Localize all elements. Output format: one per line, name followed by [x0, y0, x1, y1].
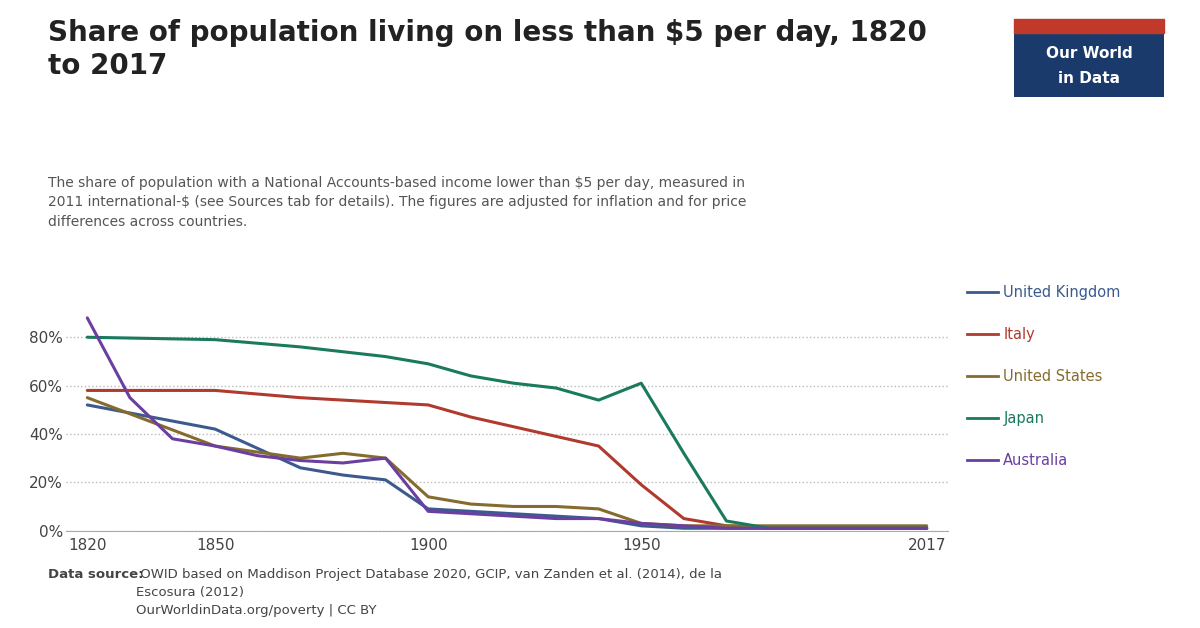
Text: Data source:: Data source:	[48, 568, 144, 582]
Text: Our World: Our World	[1045, 46, 1133, 61]
Text: Australia: Australia	[1003, 453, 1068, 468]
Text: Italy: Italy	[1003, 327, 1034, 342]
Text: in Data: in Data	[1058, 71, 1120, 86]
Text: OWID based on Maddison Project Database 2020, GCIP, van Zanden et al. (2014), de: OWID based on Maddison Project Database …	[136, 568, 721, 617]
Text: The share of population with a National Accounts-based income lower than $5 per : The share of population with a National …	[48, 176, 746, 229]
Bar	[1014, 19, 1164, 33]
Text: United Kingdom: United Kingdom	[1003, 284, 1121, 300]
Text: United States: United States	[1003, 369, 1103, 384]
Text: Japan: Japan	[1003, 411, 1044, 426]
Text: Share of population living on less than $5 per day, 1820
to 2017: Share of population living on less than …	[48, 19, 926, 80]
